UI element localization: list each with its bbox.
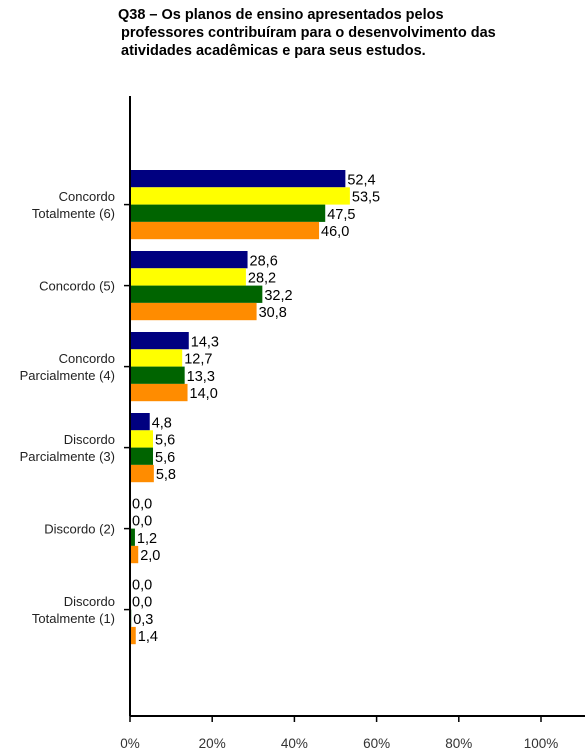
value-label-6-3: 0,3 (133, 612, 153, 628)
value-label-2-3: 32,2 (264, 288, 292, 304)
value-label-1-2: 53,5 (352, 190, 380, 206)
category-label-6: Discordo Totalmente (1) (32, 594, 115, 626)
value-label-5-2: 0,0 (132, 514, 152, 530)
bar-2-2 (130, 268, 246, 286)
chart-title-line-1: Q38 – Os planos de ensino apresentados p… (118, 7, 444, 23)
x-tick-label-100: 100% (524, 736, 559, 751)
category-labels-group: Concordo Totalmente (6) Concordo (5) Concor… (20, 189, 115, 626)
bar-3-1 (130, 332, 189, 350)
value-label-3-2: 12,7 (184, 352, 212, 368)
value-label-3-4: 14,0 (190, 386, 218, 402)
value-label-3-1: 14,3 (191, 334, 219, 350)
category-label-4: Discordo Parcialmente (3) (20, 432, 115, 464)
x-tick-label-20: 20% (199, 736, 226, 751)
bars-group (130, 170, 350, 645)
bar-5-3 (130, 528, 135, 546)
value-labels-group: 52,4 53,547,546,0 28,6 28,232,230,8 14,3 12,7… (132, 172, 380, 645)
bar-4-2 (130, 430, 154, 448)
value-label-3-3: 13,3 (187, 369, 215, 385)
bar-1-3 (130, 204, 326, 222)
x-tick-label-80: 80% (445, 736, 472, 751)
category-label-5: Discordo (2) (44, 522, 115, 537)
value-label-5-4: 2,0 (140, 548, 160, 564)
value-label-4-2: 5,6 (155, 433, 175, 449)
bar-2-1 (130, 251, 248, 269)
value-label-2-1: 28,6 (250, 253, 278, 269)
bar-4-1 (130, 413, 150, 431)
value-label-1-1: 52,4 (347, 172, 375, 188)
bar-3-2 (130, 349, 183, 367)
category-label-2: Concordo (5) (39, 279, 115, 294)
x-tick-label-60: 60% (363, 736, 390, 751)
value-label-1-4: 46,0 (321, 224, 349, 240)
axes-group (124, 96, 585, 717)
chart-title-line-3: atividades acadêmicas e para seus estudo… (121, 43, 426, 59)
value-label-4-3: 5,6 (155, 450, 175, 466)
bar-3-4 (130, 383, 188, 402)
value-label-6-1: 0,0 (132, 577, 152, 593)
category-label-1: Concordo Totalmente (6) (32, 189, 115, 221)
bar-1-4 (130, 221, 320, 240)
value-label-1-3: 47,5 (327, 207, 355, 223)
value-label-5-3: 1,2 (137, 531, 157, 547)
bar-2-4 (130, 302, 257, 321)
x-ticks-group: 0% 20% 40% 60% 80% 100% (120, 716, 558, 751)
category-label-3: Concordo Parcialmente (4) (20, 351, 115, 383)
bar-6-4 (130, 626, 136, 645)
value-label-6-2: 0,0 (132, 595, 152, 611)
x-tick-label-0: 0% (120, 736, 140, 751)
x-tick-label-40: 40% (281, 736, 308, 751)
value-label-4-4: 5,8 (156, 467, 176, 483)
bar-3-3 (130, 366, 185, 384)
chart-title-line-2: professores contribuíram para o desenvol… (121, 25, 496, 41)
value-label-5-1: 0,0 (132, 496, 152, 512)
value-label-2-4: 30,8 (259, 305, 287, 321)
value-label-4-1: 4,8 (152, 415, 172, 431)
value-label-2-2: 28,2 (248, 271, 276, 287)
bar-1-1 (130, 170, 346, 188)
bar-2-3 (130, 285, 263, 303)
chart-title: Q38 – Os planos de ensino apresentados p… (118, 6, 578, 60)
bar-5-4 (130, 545, 139, 564)
bar-4-3 (130, 447, 154, 465)
bar-1-2 (130, 187, 350, 205)
bar-4-4 (130, 464, 154, 483)
value-label-6-4: 1,4 (138, 629, 158, 645)
